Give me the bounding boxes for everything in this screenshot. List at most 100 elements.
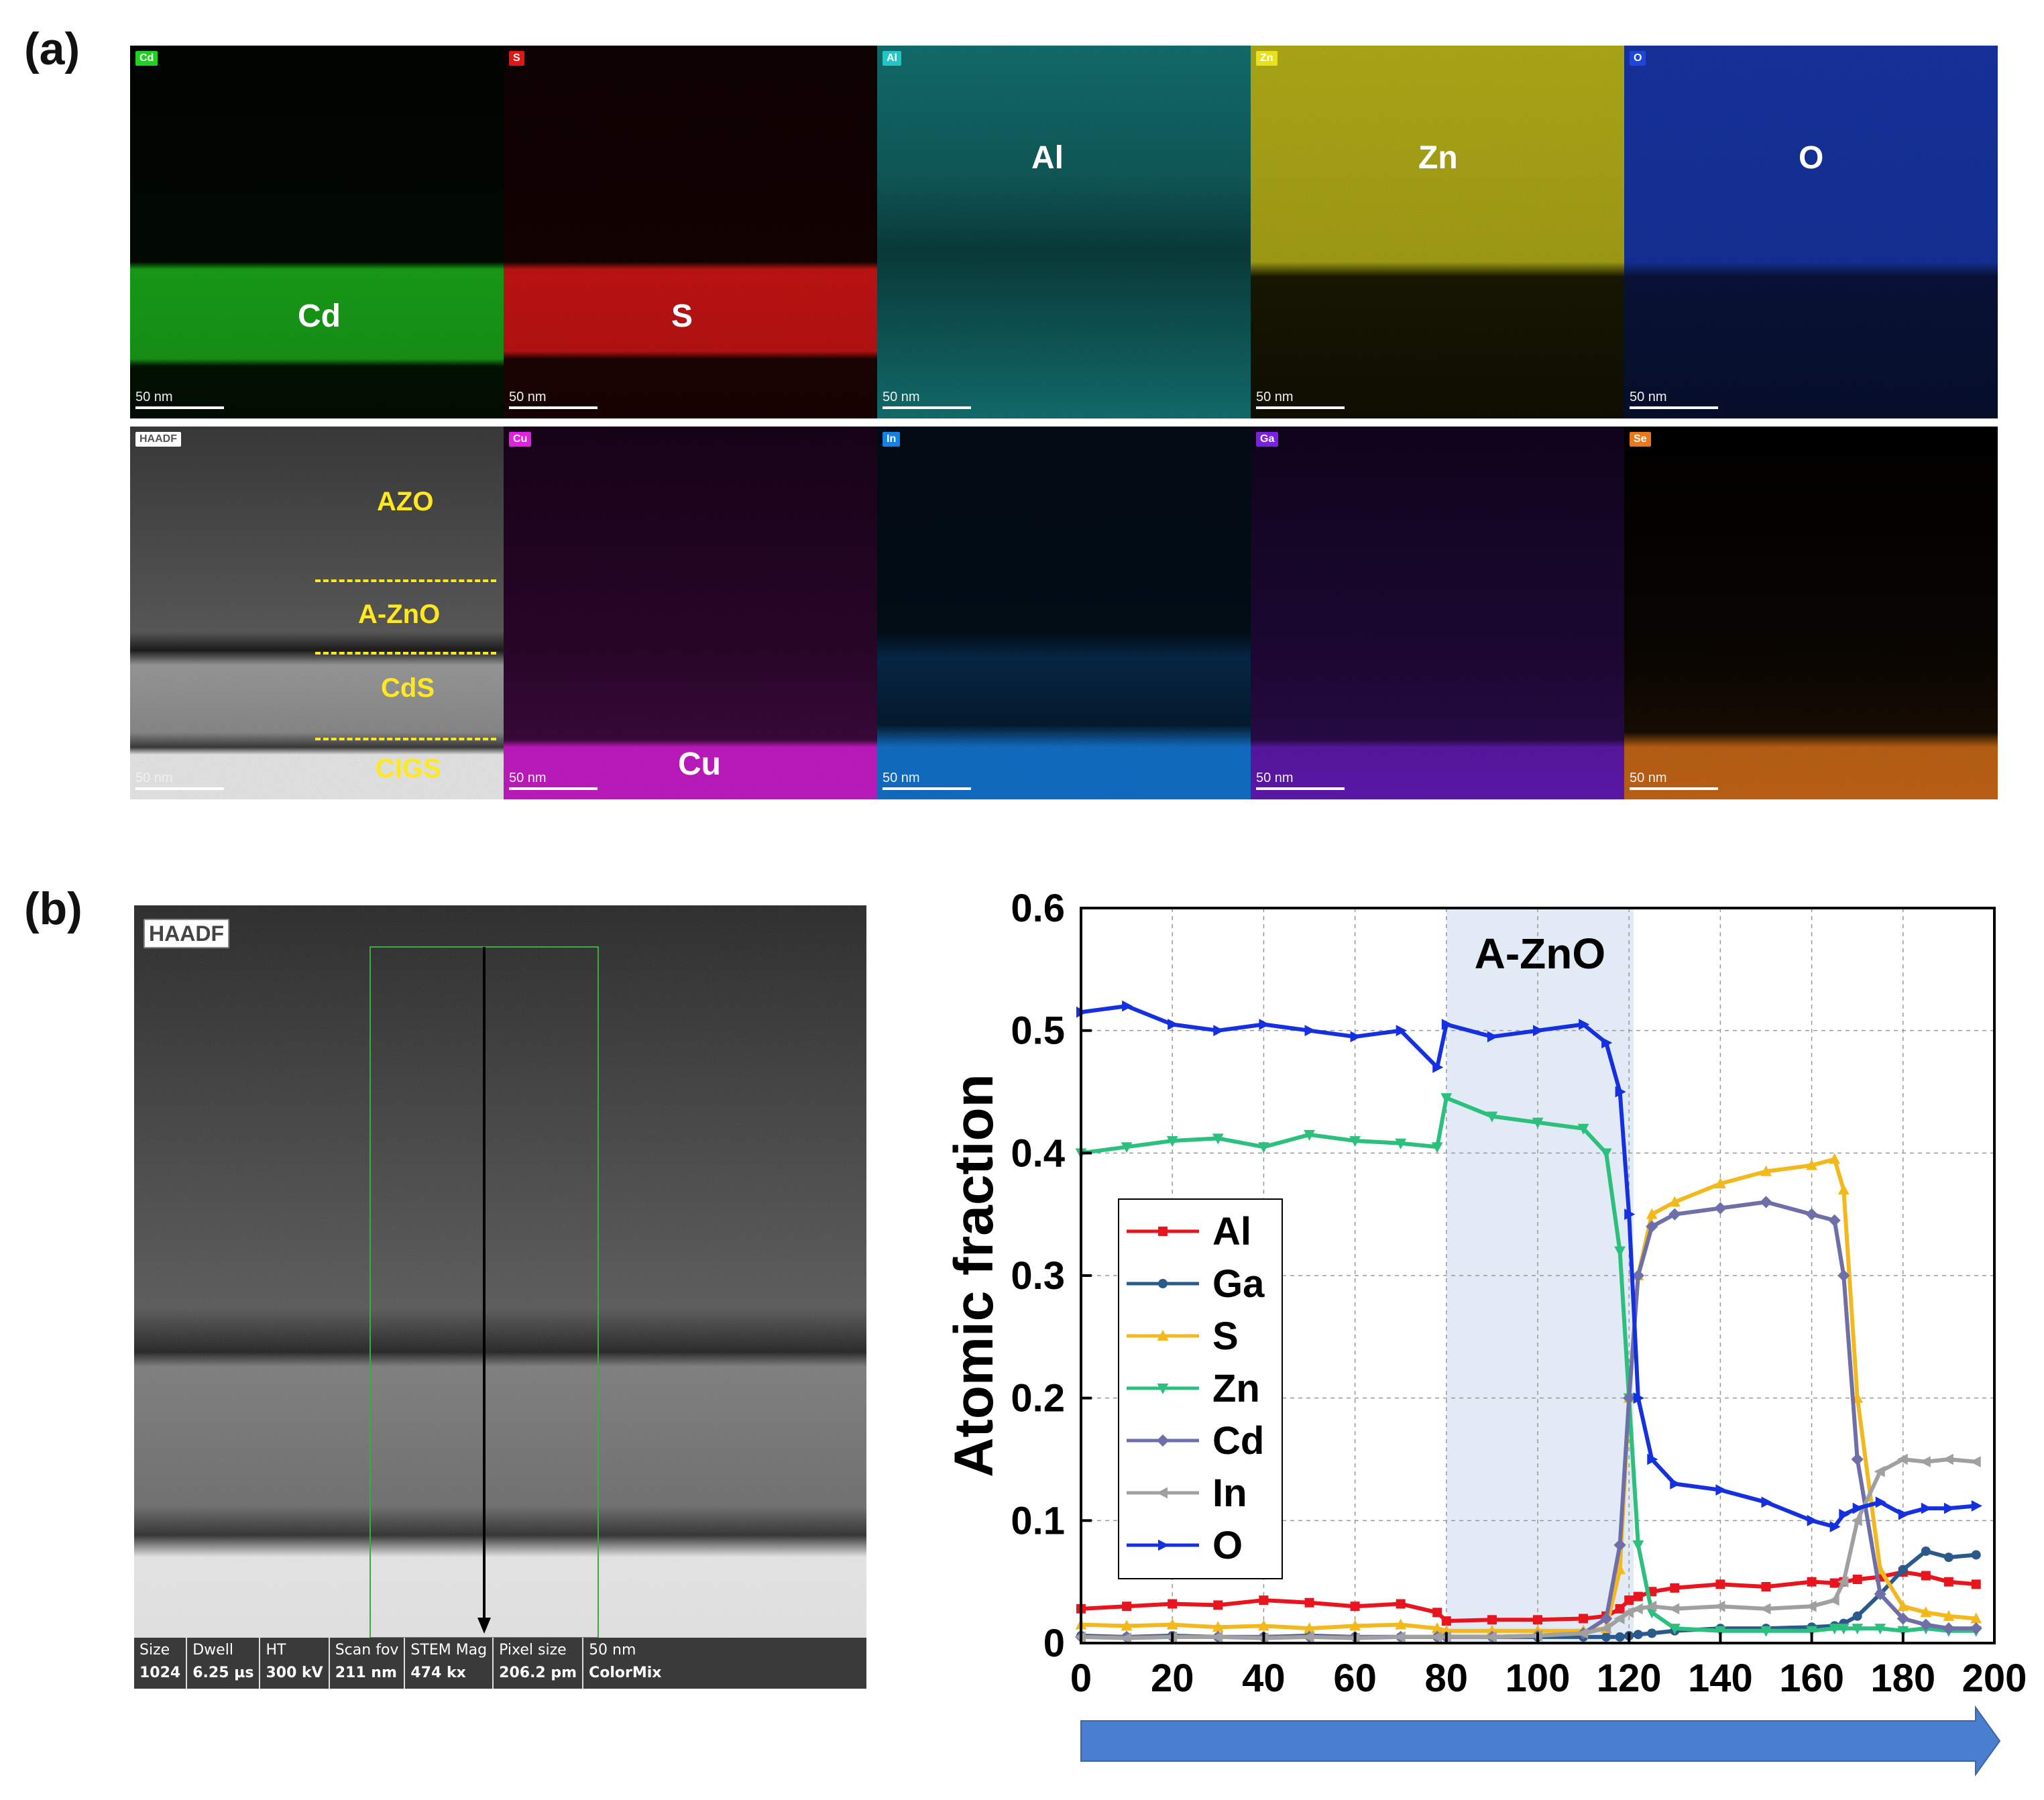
data-point-cd xyxy=(1942,1622,1955,1635)
data-point-al xyxy=(1715,1579,1725,1589)
legend-marker-al xyxy=(1158,1227,1168,1236)
eds-map-in: In 50 nm xyxy=(877,427,1251,799)
data-point-o xyxy=(1852,1502,1864,1514)
data-point-zn xyxy=(1614,1246,1626,1257)
data-point-s xyxy=(1349,1620,1361,1631)
data-point-o xyxy=(1350,1031,1361,1043)
eds-map-al-scale-text: 50 nm xyxy=(883,390,920,404)
eds-map-cu-tag: Cu xyxy=(509,432,532,447)
eds-map-al-scale-bar: 50 nm xyxy=(883,390,971,409)
y-tick-label: 0 xyxy=(1043,1622,1065,1665)
legend-label-cd: Cd xyxy=(1212,1419,1264,1463)
info-key: Dwell xyxy=(192,1642,233,1658)
data-point-in xyxy=(1942,1453,1953,1465)
data-point-cd xyxy=(1632,1269,1644,1282)
info-value: 6.25 µs xyxy=(192,1665,254,1681)
data-point-in xyxy=(1303,1631,1314,1643)
data-point-al xyxy=(1396,1599,1406,1609)
data-point-cd xyxy=(1970,1622,1982,1635)
data-point-o xyxy=(1122,1000,1133,1012)
eds-map-cd-label: Cd xyxy=(298,298,341,334)
line-profile-chart: 0 20 40 60 80 100 120 140 160 180 200 0 0.1 0.2 0.3 0.4… xyxy=(944,887,2027,1777)
info-cell: Dwell 6.25 µs xyxy=(187,1638,261,1689)
data-point-in xyxy=(1646,1600,1657,1612)
data-point-zn xyxy=(1632,1540,1644,1551)
layer-boundary-line xyxy=(315,579,496,582)
eds-map-ga: Ga 50 nm xyxy=(1251,427,1624,799)
data-point-zn xyxy=(1395,1138,1407,1149)
data-point-cd xyxy=(1714,1202,1727,1215)
eds-map-o-scale-bar: 50 nm xyxy=(1630,390,1718,409)
data-point-in xyxy=(1714,1600,1725,1612)
info-key: HT xyxy=(266,1642,286,1658)
x-tick-label: 80 xyxy=(1425,1656,1469,1700)
data-point-al xyxy=(1213,1600,1223,1610)
data-point-o xyxy=(1487,1031,1498,1043)
data-point-zn xyxy=(1874,1624,1886,1635)
eds-map-s-scale-text: 50 nm xyxy=(509,390,547,404)
data-point-zn xyxy=(1668,1624,1681,1635)
eds-map-s-scale-bar: 50 nm xyxy=(509,390,598,409)
x-tick-label: 100 xyxy=(1506,1656,1571,1700)
info-value: 474 kx xyxy=(410,1665,466,1681)
haadf-b-info-bar: Size 1024 Dwell 6.25 µs HT 300 kV Scan fov 211 … xyxy=(134,1638,866,1689)
data-point-al xyxy=(1259,1595,1269,1606)
eds-map-haadf-scale-text: 50 nm xyxy=(135,771,173,785)
data-point-in xyxy=(1121,1632,1132,1644)
x-tick-label: 20 xyxy=(1151,1656,1194,1700)
data-point-o xyxy=(1441,1019,1453,1030)
eds-map-zn-scale-bar: 50 nm xyxy=(1256,390,1345,409)
layer-label-azo: AZO xyxy=(377,487,434,516)
layer-label-cds: CdS xyxy=(381,673,435,703)
data-point-cd xyxy=(1851,1453,1864,1466)
eds-map-s-tag: S xyxy=(509,51,524,66)
data-point-zn xyxy=(1440,1093,1453,1105)
data-point-al xyxy=(1304,1597,1314,1608)
info-key: Size xyxy=(139,1642,170,1658)
data-point-ga xyxy=(1615,1632,1625,1642)
data-point-in xyxy=(1431,1631,1442,1643)
legend-marker-cd xyxy=(1156,1434,1170,1447)
data-point-ga xyxy=(1943,1553,1953,1563)
data-point-al xyxy=(1807,1577,1817,1587)
x-tick-label: 180 xyxy=(1870,1656,1935,1700)
eds-map-s-label: S xyxy=(671,298,693,334)
data-point-zn xyxy=(1837,1624,1850,1635)
info-value: 211 nm xyxy=(335,1665,397,1681)
data-point-s xyxy=(1668,1196,1681,1207)
y-tick-label: 0.2 xyxy=(1011,1377,1065,1420)
eds-map-cu: Cu Cu 50 nm xyxy=(504,427,877,799)
data-point-o xyxy=(1807,1514,1818,1526)
data-point-al xyxy=(1168,1599,1178,1609)
data-point-o xyxy=(1670,1478,1681,1489)
data-point-o xyxy=(1533,1025,1544,1037)
data-point-s xyxy=(1715,1177,1726,1188)
data-point-in xyxy=(1874,1465,1885,1477)
data-point-in xyxy=(1668,1603,1680,1615)
data-point-in xyxy=(1919,1456,1931,1468)
eds-map-zn-scale-text: 50 nm xyxy=(1256,390,1294,404)
data-point-al xyxy=(1761,1581,1771,1591)
data-point-al xyxy=(1122,1601,1132,1612)
data-point-o xyxy=(1213,1025,1225,1037)
legend-label-zn: Zn xyxy=(1212,1367,1260,1410)
data-point-s xyxy=(1897,1600,1909,1612)
y-tick-label: 0.1 xyxy=(1011,1499,1065,1542)
data-point-o xyxy=(1168,1019,1179,1030)
eds-map-se-scale-bar: 50 nm xyxy=(1630,771,1718,790)
data-point-in xyxy=(1613,1613,1625,1624)
data-point-in xyxy=(1623,1606,1634,1618)
data-point-s xyxy=(1395,1618,1407,1630)
y-tick-label: 0.3 xyxy=(1011,1254,1065,1298)
legend-label-al: Al xyxy=(1212,1210,1251,1253)
data-point-in xyxy=(1805,1600,1817,1612)
eds-map-cd-scale-bar: 50 nm xyxy=(135,390,224,409)
info-cell: Pixel size 206.2 pm xyxy=(494,1638,584,1689)
legend-label-s: S xyxy=(1212,1314,1239,1358)
eds-map-haadf-scale-bar: 50 nm xyxy=(135,771,224,790)
data-point-zn xyxy=(1258,1142,1269,1154)
eds-map-cu-scale-bar: 50 nm xyxy=(509,771,598,790)
data-point-s xyxy=(1920,1606,1932,1618)
data-point-cd xyxy=(1623,1392,1636,1404)
eds-map-ga-tag: Ga xyxy=(1256,432,1279,447)
